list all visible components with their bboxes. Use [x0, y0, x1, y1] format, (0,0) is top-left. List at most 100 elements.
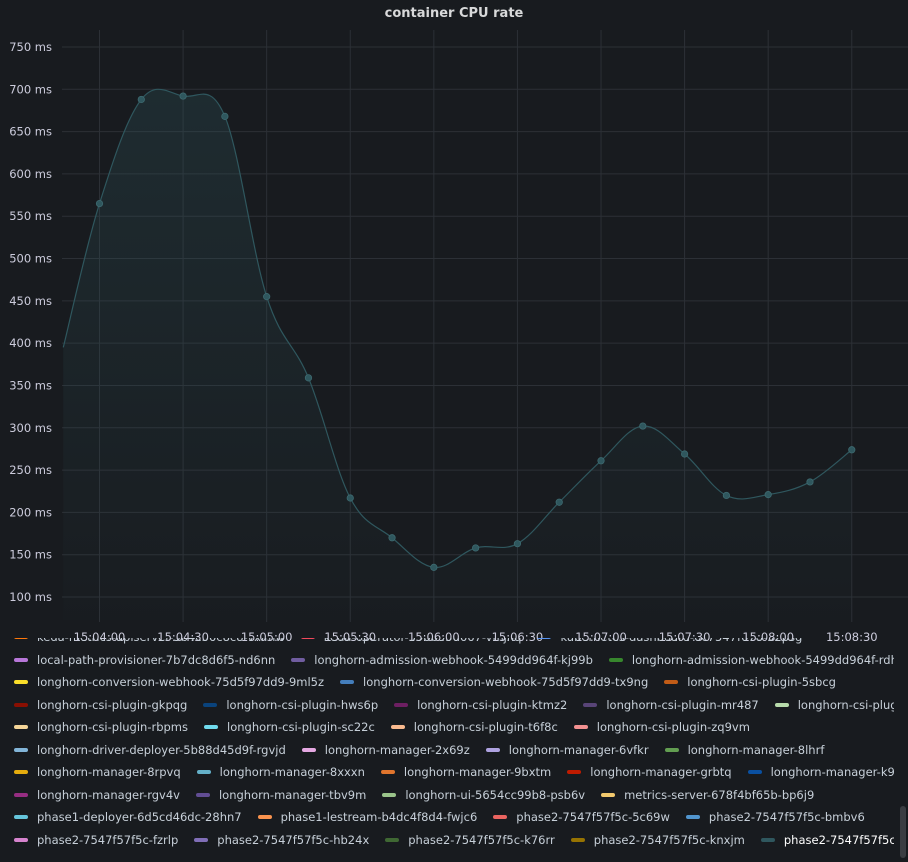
legend-item[interactable]: longhorn-manager-8lhrf: [664, 743, 824, 757]
legend-item[interactable]: local-path-provisioner-7b7dc8d6f5-nd6nn: [14, 653, 275, 667]
legend-swatch-icon: [291, 657, 306, 662]
legend-item[interactable]: phase2-7547f57f5c-nb9q2: [760, 833, 894, 847]
legend-item[interactable]: longhorn-csi-plugin-hws6p: [203, 698, 378, 712]
data-point[interactable]: [95, 199, 104, 208]
legend-item[interactable]: longhorn-csi-plugin-n8hcl: [774, 698, 894, 712]
legend-item[interactable]: phase2-7547f57f5c-5c69w: [493, 810, 670, 824]
data-point[interactable]: [722, 491, 730, 500]
legend-swatch-icon: [567, 770, 582, 775]
legend-item[interactable]: keda-operator-598b95d667-vmjhq: [300, 638, 522, 644]
y-tick-label: 300 ms: [9, 421, 52, 435]
legend-item[interactable]: longhorn-csi-plugin-t6f8c: [390, 720, 558, 735]
legend-item[interactable]: longhorn-csi-plugin-gkpqg: [14, 698, 187, 712]
legend-item[interactable]: kubernetes-dashboard-6c7547f678-52psg: [537, 638, 802, 644]
legend-row: longhorn-manager-rgv4v longhorn-manager-t…: [14, 784, 894, 807]
legend-swatch-icon: [485, 747, 500, 752]
legend-item[interactable]: longhorn-driver-deployer-5b88d45d9f-rgvj…: [14, 743, 286, 757]
data-point[interactable]: [346, 494, 354, 502]
legend-item[interactable]: phase2-7547f57f5c-hb24x: [194, 833, 369, 847]
legend-item[interactable]: phase1-deployer-6d5cd46dc-28hn7: [14, 810, 242, 824]
legend-swatch-icon: [301, 747, 316, 752]
data-point[interactable]: [764, 491, 772, 499]
legend-item[interactable]: metrics-server-678f4bf65b-bp6j9: [601, 788, 814, 802]
legend-item[interactable]: longhorn-csi-plugin-rbpms: [14, 720, 188, 734]
legend-item[interactable]: longhorn-conversion-webhook-75d5f97dd9-t…: [340, 675, 648, 689]
data-point[interactable]: [848, 446, 856, 454]
data-point[interactable]: [388, 534, 396, 542]
legend-item[interactable]: phase2-7547f57f5c-k76rr: [385, 833, 555, 847]
data-point[interactable]: [806, 478, 814, 486]
legend-label: longhorn-manager-8xxxn: [219, 765, 365, 780]
legend-item[interactable]: longhorn-manager-rgv4v: [14, 788, 180, 802]
legend-item[interactable]: phase1-lestream-b4dc4f8d4-fwjc6: [257, 810, 477, 824]
data-point[interactable]: [263, 293, 271, 301]
legend-item[interactable]: longhorn-manager-8xxxn: [196, 765, 365, 780]
legend-label: longhorn-conversion-webhook-75d5f97dd9-t…: [363, 675, 649, 690]
legend-label: longhorn-manager-grbtq: [590, 765, 732, 780]
legend-label: phase2-7547f57f5c-bmbv6: [708, 810, 865, 825]
legend-swatch-icon: [747, 770, 762, 775]
legend-label: longhorn-csi-plugin-t6f8c: [413, 720, 558, 735]
legend-item[interactable]: keda-metrics-apiserver-5b4c56c8c8-vxlmw: [14, 638, 285, 644]
legend-swatch-icon: [14, 638, 28, 640]
legend-item[interactable]: longhorn-manager-tbv9m: [195, 787, 367, 802]
legend-item[interactable]: longhorn-manager-9bxtm: [380, 765, 551, 779]
legend: keda-metrics-apiserver-5b4c56c8c8-vxlmw k…: [14, 638, 894, 862]
legend-item[interactable]: longhorn-csi-plugin-mr487: [583, 698, 759, 712]
data-point[interactable]: [430, 563, 438, 571]
legend-swatch-icon: [14, 680, 28, 685]
legend-label: longhorn-csi-plugin-zq9vm: [596, 720, 750, 735]
legend-item[interactable]: longhorn-ui-5654cc99b8-psb6v: [382, 788, 585, 802]
legend-item[interactable]: longhorn-manager-k96kp: [747, 765, 894, 779]
legend-item[interactable]: longhorn-conversion-webhook-75d5f97dd9-9…: [14, 675, 324, 689]
legend-item[interactable]: longhorn-csi-plugin-sc22c: [204, 720, 375, 734]
data-point[interactable]: [639, 422, 647, 430]
legend-item[interactable]: longhorn-manager-grbtq: [567, 765, 732, 780]
legend-label: longhorn-csi-plugin-ktmz2: [417, 697, 568, 712]
panel-title: container CPU rate: [384, 6, 524, 21]
legend-label: phase1-deployer-6d5cd46dc-28hn7: [37, 810, 242, 825]
data-point[interactable]: [513, 540, 522, 548]
legend-label: longhorn-csi-plugin-5sbcg: [687, 675, 836, 690]
legend-item[interactable]: longhorn-manager-2x69z: [301, 743, 470, 757]
legend-swatch-icon: [664, 680, 679, 685]
legend-scrollbar[interactable]: [900, 806, 906, 858]
legend-item[interactable]: longhorn-admission-webhook-5499dd964f-rd…: [608, 653, 894, 667]
legend-swatch-icon: [14, 657, 28, 662]
data-point[interactable]: [304, 374, 313, 382]
legend-item[interactable]: longhorn-csi-plugin-ktmz2: [394, 698, 567, 712]
x-tick-label: 15:04:00: [74, 630, 126, 644]
data-point[interactable]: [179, 92, 187, 100]
legend-item[interactable]: longhorn-csi-plugin-5sbcg: [664, 675, 836, 689]
legend-item[interactable]: phase2-7547f57f5c-knxjm: [570, 833, 745, 847]
legend-item[interactable]: phase2-7547f57f5c-fzrlp: [14, 833, 178, 847]
legend-label: longhorn-manager-tbv9m: [218, 787, 367, 802]
legend-swatch-icon: [14, 770, 28, 775]
data-point[interactable]: [137, 95, 145, 104]
legend-swatch-icon: [14, 747, 28, 752]
legend-row: longhorn-driver-deployer-5b88d45d9f-rgvj…: [14, 739, 894, 762]
y-axis: 100 ms 150 ms 200 ms 250 ms 300 ms 350 ms 400 …: [9, 40, 52, 604]
legend-swatch-icon: [685, 815, 700, 820]
y-tick-label: 650 ms: [9, 125, 52, 139]
data-point[interactable]: [472, 544, 480, 552]
legend-item[interactable]: longhorn-csi-plugin-zq9vm: [573, 720, 750, 735]
legend-swatch-icon: [14, 815, 28, 820]
legend-item[interactable]: longhorn-manager-8rpvq: [14, 765, 181, 779]
data-point[interactable]: [597, 457, 605, 465]
legend-item[interactable]: longhorn-manager-6vfkr: [485, 743, 649, 757]
legend-item[interactable]: longhorn-admission-webhook-5499dd964f-kj…: [291, 653, 593, 667]
x-tick-label: 15:08:00: [742, 630, 794, 644]
legend-label: keda-operator-598b95d667-vmjhq: [324, 638, 522, 644]
y-tick-label: 750 ms: [9, 40, 52, 54]
legend-swatch-icon: [493, 815, 508, 820]
legend-item[interactable]: phase2-7547f57f5c-bmbv6: [685, 810, 865, 825]
legend-swatch-icon: [570, 837, 585, 842]
cpu-rate-chart[interactable]: 100 ms 150 ms 200 ms 250 ms 300 ms 350 ms 400 …: [0, 0, 908, 650]
data-point[interactable]: [681, 450, 689, 458]
legend-label: longhorn-ui-5654cc99b8-psb6v: [405, 787, 586, 802]
legend-label: keda-metrics-apiserver-5b4c56c8c8-vxlmw: [37, 638, 285, 644]
legend-label: longhorn-csi-plugin-rbpms: [37, 720, 189, 735]
data-point[interactable]: [221, 112, 229, 120]
data-point[interactable]: [555, 498, 563, 506]
